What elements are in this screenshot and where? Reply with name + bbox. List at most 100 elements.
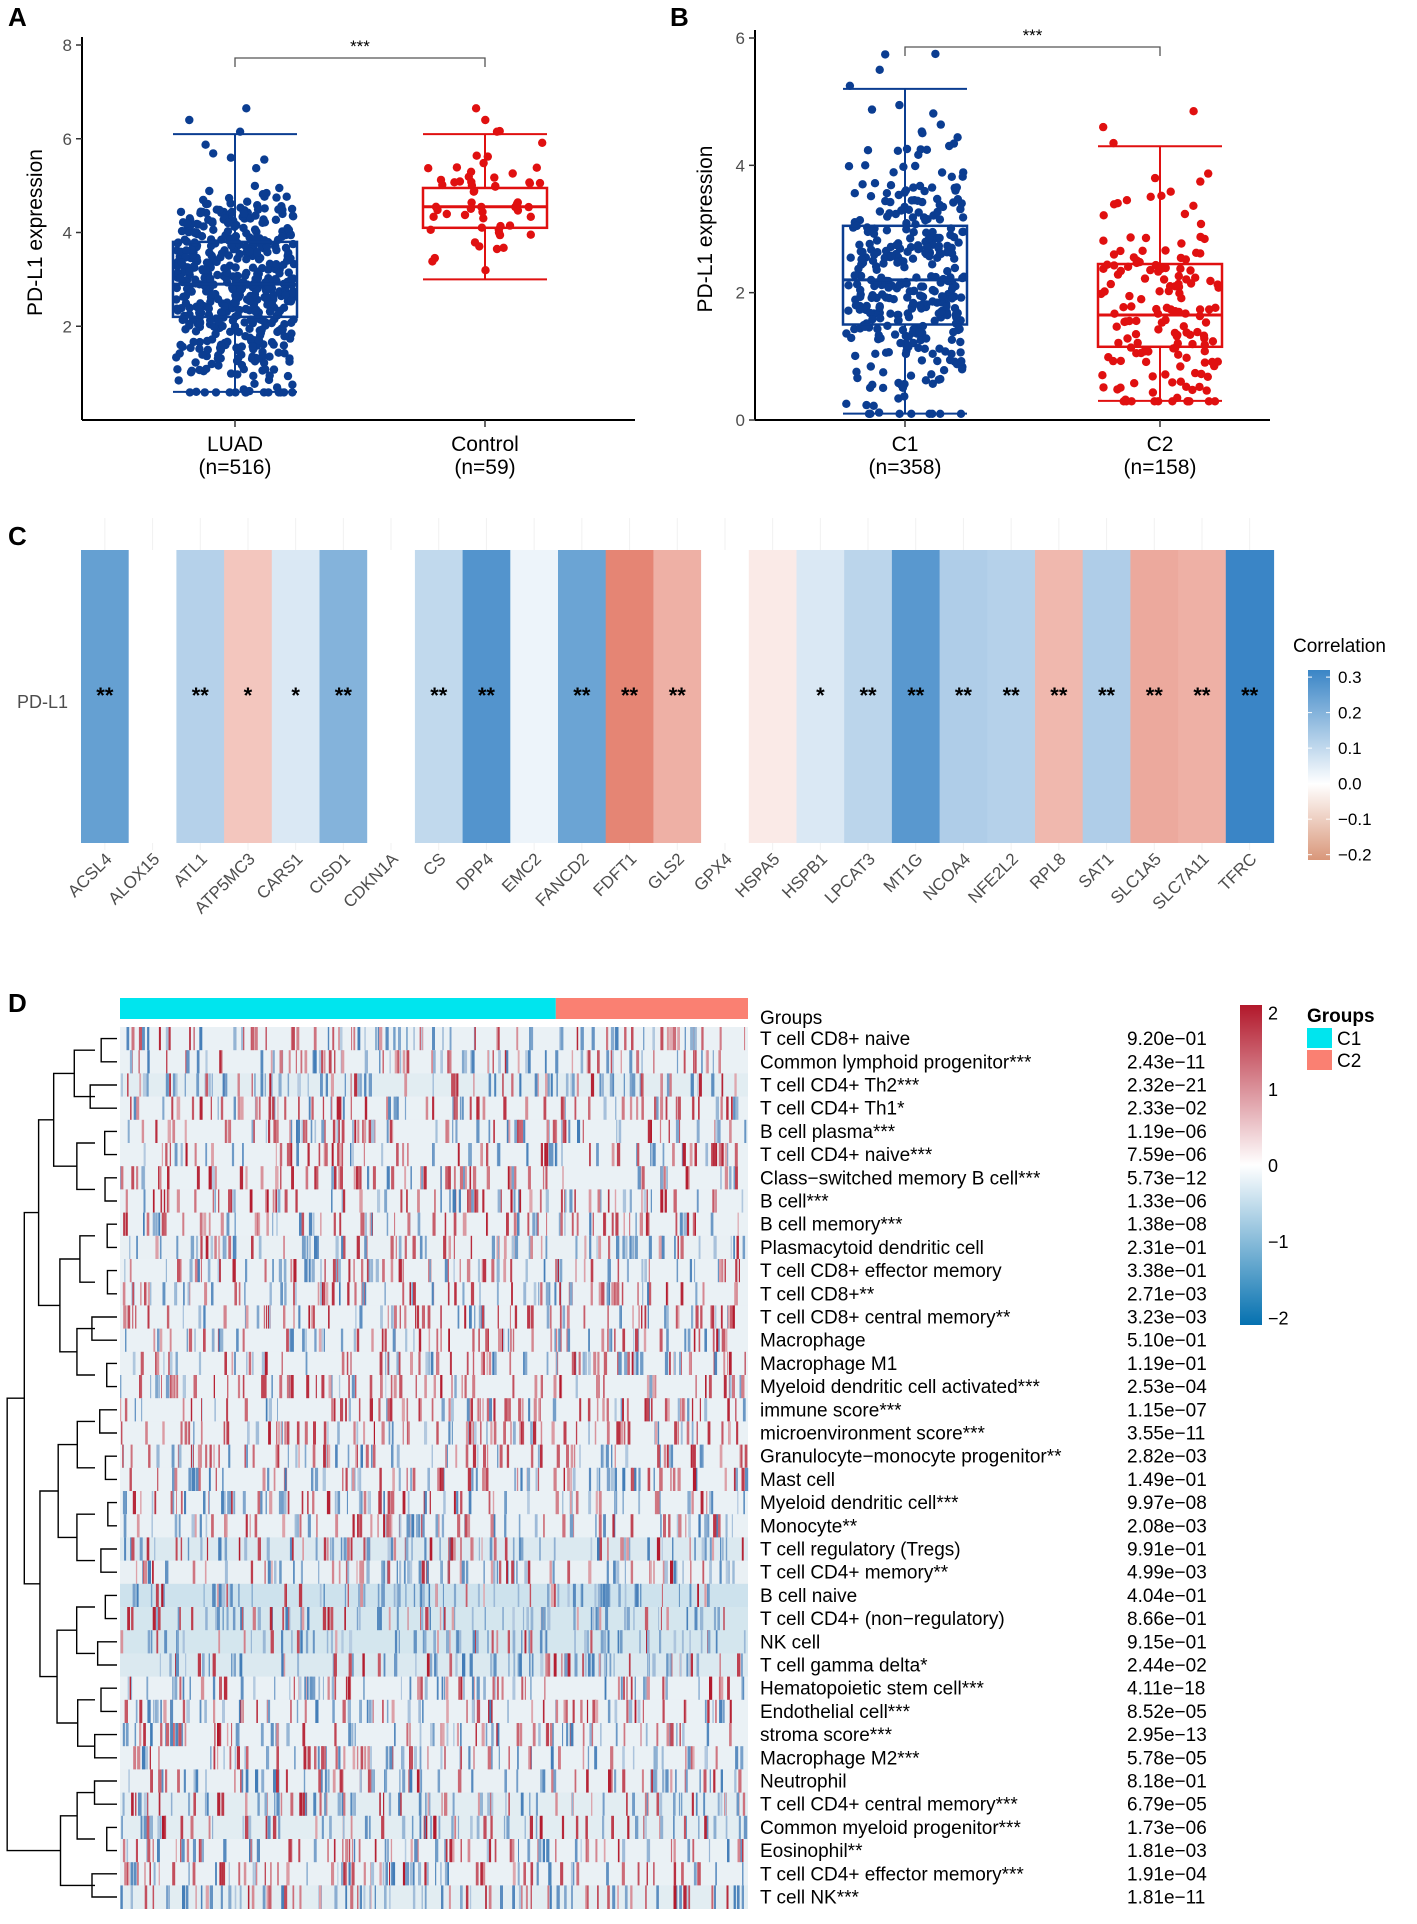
heatmap-stripe bbox=[393, 1375, 397, 1399]
heatmap-stripe bbox=[196, 1073, 200, 1097]
heatmap-stripe bbox=[199, 1027, 203, 1051]
heatmap-stripe bbox=[437, 1630, 439, 1654]
data-point bbox=[1141, 357, 1151, 367]
heatmap-stripe bbox=[430, 1815, 433, 1840]
data-point bbox=[1172, 331, 1182, 341]
heatmap-stripe bbox=[255, 1096, 258, 1121]
heatmap-stripe bbox=[373, 1421, 375, 1445]
heatmap-stripe bbox=[704, 1699, 707, 1724]
data-point bbox=[242, 104, 251, 113]
heatmap-stripe bbox=[370, 1885, 372, 1909]
heatmap-stripe bbox=[660, 1607, 662, 1631]
heatmap-stripe bbox=[629, 1235, 632, 1260]
data-point bbox=[287, 296, 296, 305]
heatmap-stripe bbox=[158, 1166, 160, 1190]
data-point bbox=[900, 263, 909, 272]
data-point bbox=[1161, 370, 1170, 379]
data-point bbox=[252, 233, 261, 243]
heatmap-stripe bbox=[540, 1769, 542, 1793]
data-point bbox=[958, 213, 968, 222]
row-label: Mast cell bbox=[760, 1470, 835, 1491]
data-point bbox=[1179, 322, 1189, 331]
heatmap-row bbox=[120, 1607, 748, 1631]
heatmap-stripe bbox=[229, 1746, 232, 1770]
heatmap-stripe bbox=[534, 1375, 538, 1399]
heatmap-stripe bbox=[344, 1607, 346, 1631]
heatmap-stripe bbox=[404, 1073, 408, 1097]
data-point bbox=[1132, 316, 1141, 326]
heatmap-stripe bbox=[692, 1212, 695, 1237]
heatmap-stripe bbox=[165, 1143, 168, 1167]
data-point bbox=[947, 284, 957, 294]
heatmap-stripe bbox=[268, 1096, 272, 1121]
heatmap-stripe bbox=[509, 1839, 512, 1863]
heatmap-stripe bbox=[641, 1050, 643, 1074]
heatmap-stripe bbox=[490, 1746, 493, 1770]
heatmap-stripe bbox=[510, 1189, 513, 1213]
heatmap-stripe bbox=[570, 1467, 572, 1492]
heatmap-stripe bbox=[415, 1375, 417, 1399]
heatmap-stripe bbox=[283, 1259, 287, 1283]
heatmap-stripe bbox=[387, 1560, 391, 1585]
heatmap-stripe bbox=[343, 1746, 346, 1770]
data-point bbox=[1132, 349, 1141, 358]
heatmap-stripe bbox=[135, 1560, 138, 1585]
heatmap-stripe bbox=[478, 1328, 480, 1353]
heatmap-stripe bbox=[598, 1514, 602, 1538]
heatmap-stripe bbox=[372, 1769, 374, 1793]
heatmap-stripe bbox=[590, 1607, 592, 1631]
heatmap-stripe bbox=[727, 1305, 730, 1329]
heatmap-stripe bbox=[212, 1189, 214, 1213]
heatmap-stripe bbox=[724, 1143, 728, 1167]
data-point bbox=[481, 115, 490, 125]
heatmap-stripe bbox=[377, 1189, 381, 1213]
heatmap-stripe bbox=[637, 1166, 641, 1190]
heatmap-stripe bbox=[512, 1607, 515, 1631]
heatmap-stripe bbox=[180, 1143, 183, 1167]
heatmap-stripe bbox=[217, 1746, 219, 1770]
heatmap-stripe bbox=[354, 1375, 357, 1399]
heatmap-stripe bbox=[570, 1073, 574, 1097]
heatmap-stripe bbox=[378, 1398, 380, 1422]
heatmap-stripe bbox=[406, 1189, 408, 1213]
heatmap-stripe bbox=[353, 1027, 356, 1051]
heatmap-stripe bbox=[622, 1769, 626, 1793]
heatmap-stripe bbox=[360, 1444, 363, 1469]
heatmap-stripe bbox=[666, 1723, 670, 1747]
heatmap-stripe bbox=[418, 1398, 421, 1422]
heatmap-stripe bbox=[321, 1375, 325, 1399]
heatmap-stripe bbox=[249, 1189, 253, 1213]
data-point bbox=[274, 205, 283, 214]
heatmap-stripe bbox=[299, 1514, 302, 1538]
data-point bbox=[886, 197, 895, 207]
heatmap-stripe bbox=[712, 1328, 715, 1353]
heatmap-cell bbox=[81, 550, 130, 843]
data-point bbox=[182, 246, 191, 255]
heatmap-stripe bbox=[697, 1862, 701, 1886]
heatmap-stripe bbox=[506, 1815, 510, 1840]
heatmap-stripe bbox=[233, 1096, 236, 1121]
heatmap-stripe bbox=[221, 1862, 224, 1886]
data-point bbox=[252, 164, 261, 173]
heatmap-stripe bbox=[598, 1491, 602, 1515]
heatmap-stripe bbox=[433, 1815, 437, 1840]
heatmap-stripe bbox=[432, 1143, 434, 1167]
heatmap-stripe bbox=[679, 1653, 682, 1677]
row-label: stroma score*** bbox=[760, 1725, 893, 1746]
y-tick-label: 6 bbox=[736, 29, 745, 48]
data-point bbox=[854, 264, 863, 274]
y-tick-label: 0 bbox=[736, 411, 745, 430]
heatmap-stripe bbox=[686, 1421, 690, 1445]
heatmap-stripe bbox=[510, 1328, 512, 1353]
heatmap-stripe bbox=[529, 1027, 531, 1051]
heatmap-stripe bbox=[197, 1467, 201, 1492]
data-point bbox=[943, 267, 952, 276]
heatmap-stripe bbox=[221, 1792, 225, 1817]
heatmap-stripe bbox=[127, 1305, 131, 1329]
heatmap-stripe bbox=[378, 1027, 383, 1051]
heatmap-stripe bbox=[681, 1792, 683, 1817]
heatmap-stripe bbox=[359, 1189, 363, 1213]
heatmap-stripe bbox=[400, 1050, 402, 1074]
heatmap-stripe bbox=[131, 1166, 135, 1190]
heatmap-stripe bbox=[287, 1491, 290, 1515]
